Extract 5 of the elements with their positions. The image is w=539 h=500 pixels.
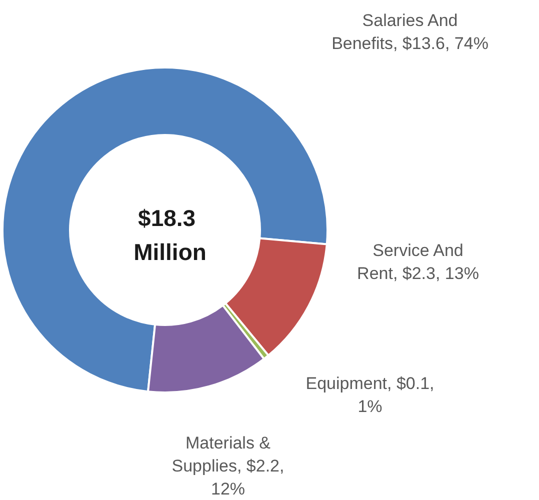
slice-label: Service And Rent, $2.3, 13% (357, 241, 479, 283)
text: $18.3 Million (134, 205, 206, 265)
slice-label: Salaries And Benefits, $13.6, 74% (332, 11, 488, 53)
slice-label: Materials & Supplies, $2.2, 12% (172, 434, 284, 498)
slice-label: Equipment, $0.1, 1% (306, 374, 434, 416)
